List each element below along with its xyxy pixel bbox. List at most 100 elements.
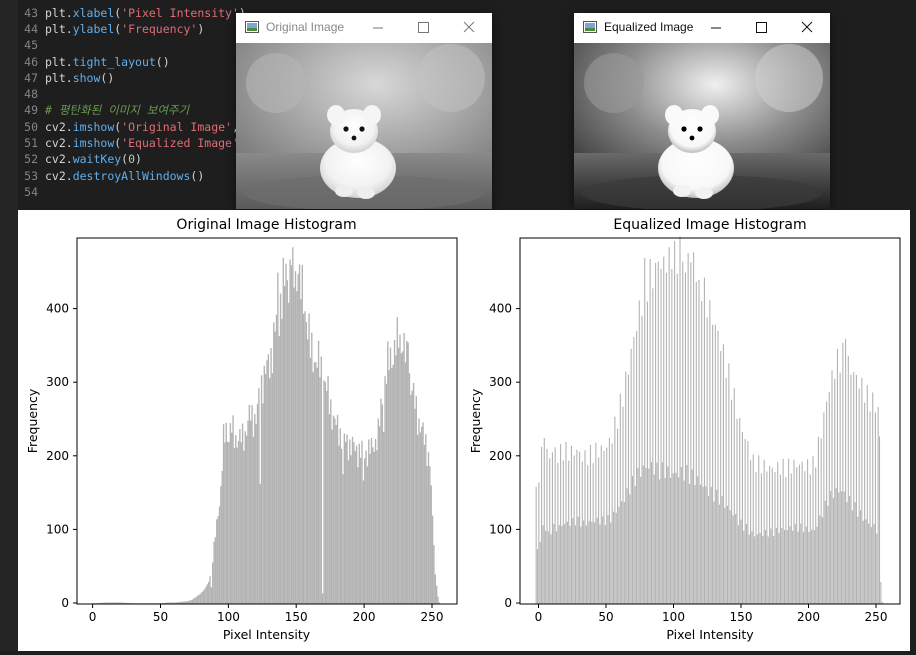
line-number: 46 [24, 55, 38, 69]
histogram-bar [574, 525, 577, 604]
histogram-bar [431, 515, 434, 604]
line-number: 44 [24, 22, 38, 36]
histogram-bar [817, 436, 819, 604]
histogram-bar [221, 470, 223, 604]
histogram-bar [267, 354, 270, 604]
histogram-bar [705, 486, 707, 604]
histogram-bar [285, 263, 287, 604]
code-line[interactable]: 45 [18, 37, 45, 53]
histogram-bar [123, 602, 126, 604]
code-token: cv2. [45, 169, 73, 183]
histogram-bar [332, 415, 335, 604]
histogram-bar [603, 450, 605, 604]
histogram-bar [182, 601, 184, 604]
line-number: 48 [24, 87, 38, 101]
histogram-bar [373, 451, 375, 604]
histogram-bar [793, 459, 795, 604]
histogram-bar [880, 581, 882, 604]
histogram-bar [546, 448, 548, 604]
histogram-bar [690, 262, 692, 604]
histogram-bar [726, 505, 729, 604]
histogram-bar [294, 271, 297, 604]
code-token: 0 [128, 152, 136, 166]
histogram-bar [324, 382, 327, 604]
histogram-bar [725, 378, 727, 604]
close-button[interactable] [446, 13, 491, 43]
maximize-button[interactable] [739, 13, 784, 43]
histogram-bar [198, 594, 200, 604]
histogram-bar [243, 450, 245, 604]
histogram-bar [321, 593, 324, 604]
histogram-bar [846, 501, 848, 604]
histogram-bar [612, 511, 615, 604]
histogram-bar [220, 486, 222, 604]
histogram-bar [868, 523, 870, 604]
histogram-bars [535, 236, 883, 605]
histogram-bar [828, 391, 830, 604]
x-tick-label: 200 [797, 610, 820, 624]
histogram-bar [297, 274, 299, 604]
histogram-bar [239, 429, 241, 604]
histogram-bar [393, 340, 396, 604]
code-token: imshow [72, 136, 115, 150]
histogram-bar [228, 442, 230, 604]
x-tick-label: 250 [421, 610, 444, 624]
histogram-bar [175, 602, 177, 604]
code-line[interactable]: 48 [18, 86, 45, 102]
code-line[interactable]: 49 # 평탄화된 이미지 보여주기 [18, 102, 189, 118]
histogram-bar [789, 526, 791, 604]
histogram-bar [402, 351, 404, 604]
histogram-bar [640, 476, 642, 604]
code-line[interactable]: 47 plt.show() [18, 70, 114, 86]
histogram-bar [804, 471, 806, 604]
histogram-bar [538, 482, 540, 604]
maximize-button[interactable] [401, 13, 446, 43]
histogram-bar [633, 336, 635, 604]
line-number: 50 [24, 120, 38, 134]
histogram-bar [335, 424, 337, 604]
histogram-bar [209, 576, 211, 604]
histogram-bar [709, 300, 711, 604]
line-number: 47 [24, 71, 38, 85]
code-token: waitKey [72, 152, 122, 166]
histogram-bar [774, 472, 776, 604]
histogram-bar [580, 526, 582, 604]
code-line[interactable]: 46 plt.tight_layout() [18, 54, 170, 70]
histogram-bar [296, 291, 298, 604]
histogram-bar [678, 477, 680, 604]
histogram-bar [564, 524, 566, 604]
code-line[interactable]: 52 cv2.waitKey(0) [18, 151, 142, 167]
histogram-bar [232, 415, 234, 604]
histogram-bar [274, 331, 276, 604]
histogram-bar [340, 448, 343, 604]
code-token: 'Frequency' [121, 22, 198, 36]
equalized-image-window[interactable]: Equalized Image [574, 13, 830, 209]
histogram-bar [365, 450, 367, 604]
close-button[interactable] [784, 13, 829, 43]
histogram-bar [565, 441, 567, 604]
histogram-bar [252, 436, 255, 604]
line-number: 53 [24, 169, 38, 183]
code-line[interactable]: 53 cv2.destroyAllWindows() [18, 168, 204, 184]
minimize-button[interactable] [694, 13, 739, 43]
code-line[interactable]: 54 [18, 184, 45, 200]
histogram-bar [376, 450, 378, 604]
window-titlebar[interactable]: Original Image [236, 13, 492, 43]
histogram-bar [425, 434, 427, 604]
histogram-bar [760, 473, 762, 604]
window-titlebar[interactable]: Equalized Image [574, 13, 830, 43]
histogram-bar [676, 273, 678, 604]
histogram-bar [859, 510, 862, 604]
histogram-bar [240, 442, 242, 604]
minimize-button[interactable] [356, 13, 401, 43]
code-line[interactable]: 44 plt.ylabel('Frequency') [18, 21, 204, 37]
original-image-window[interactable]: Original Image [236, 13, 492, 209]
histogram-bar [569, 525, 571, 604]
histogram-bar [805, 526, 807, 604]
histogram-bar [553, 523, 555, 604]
histogram-bar [316, 367, 318, 604]
histogram-bar [349, 439, 351, 604]
